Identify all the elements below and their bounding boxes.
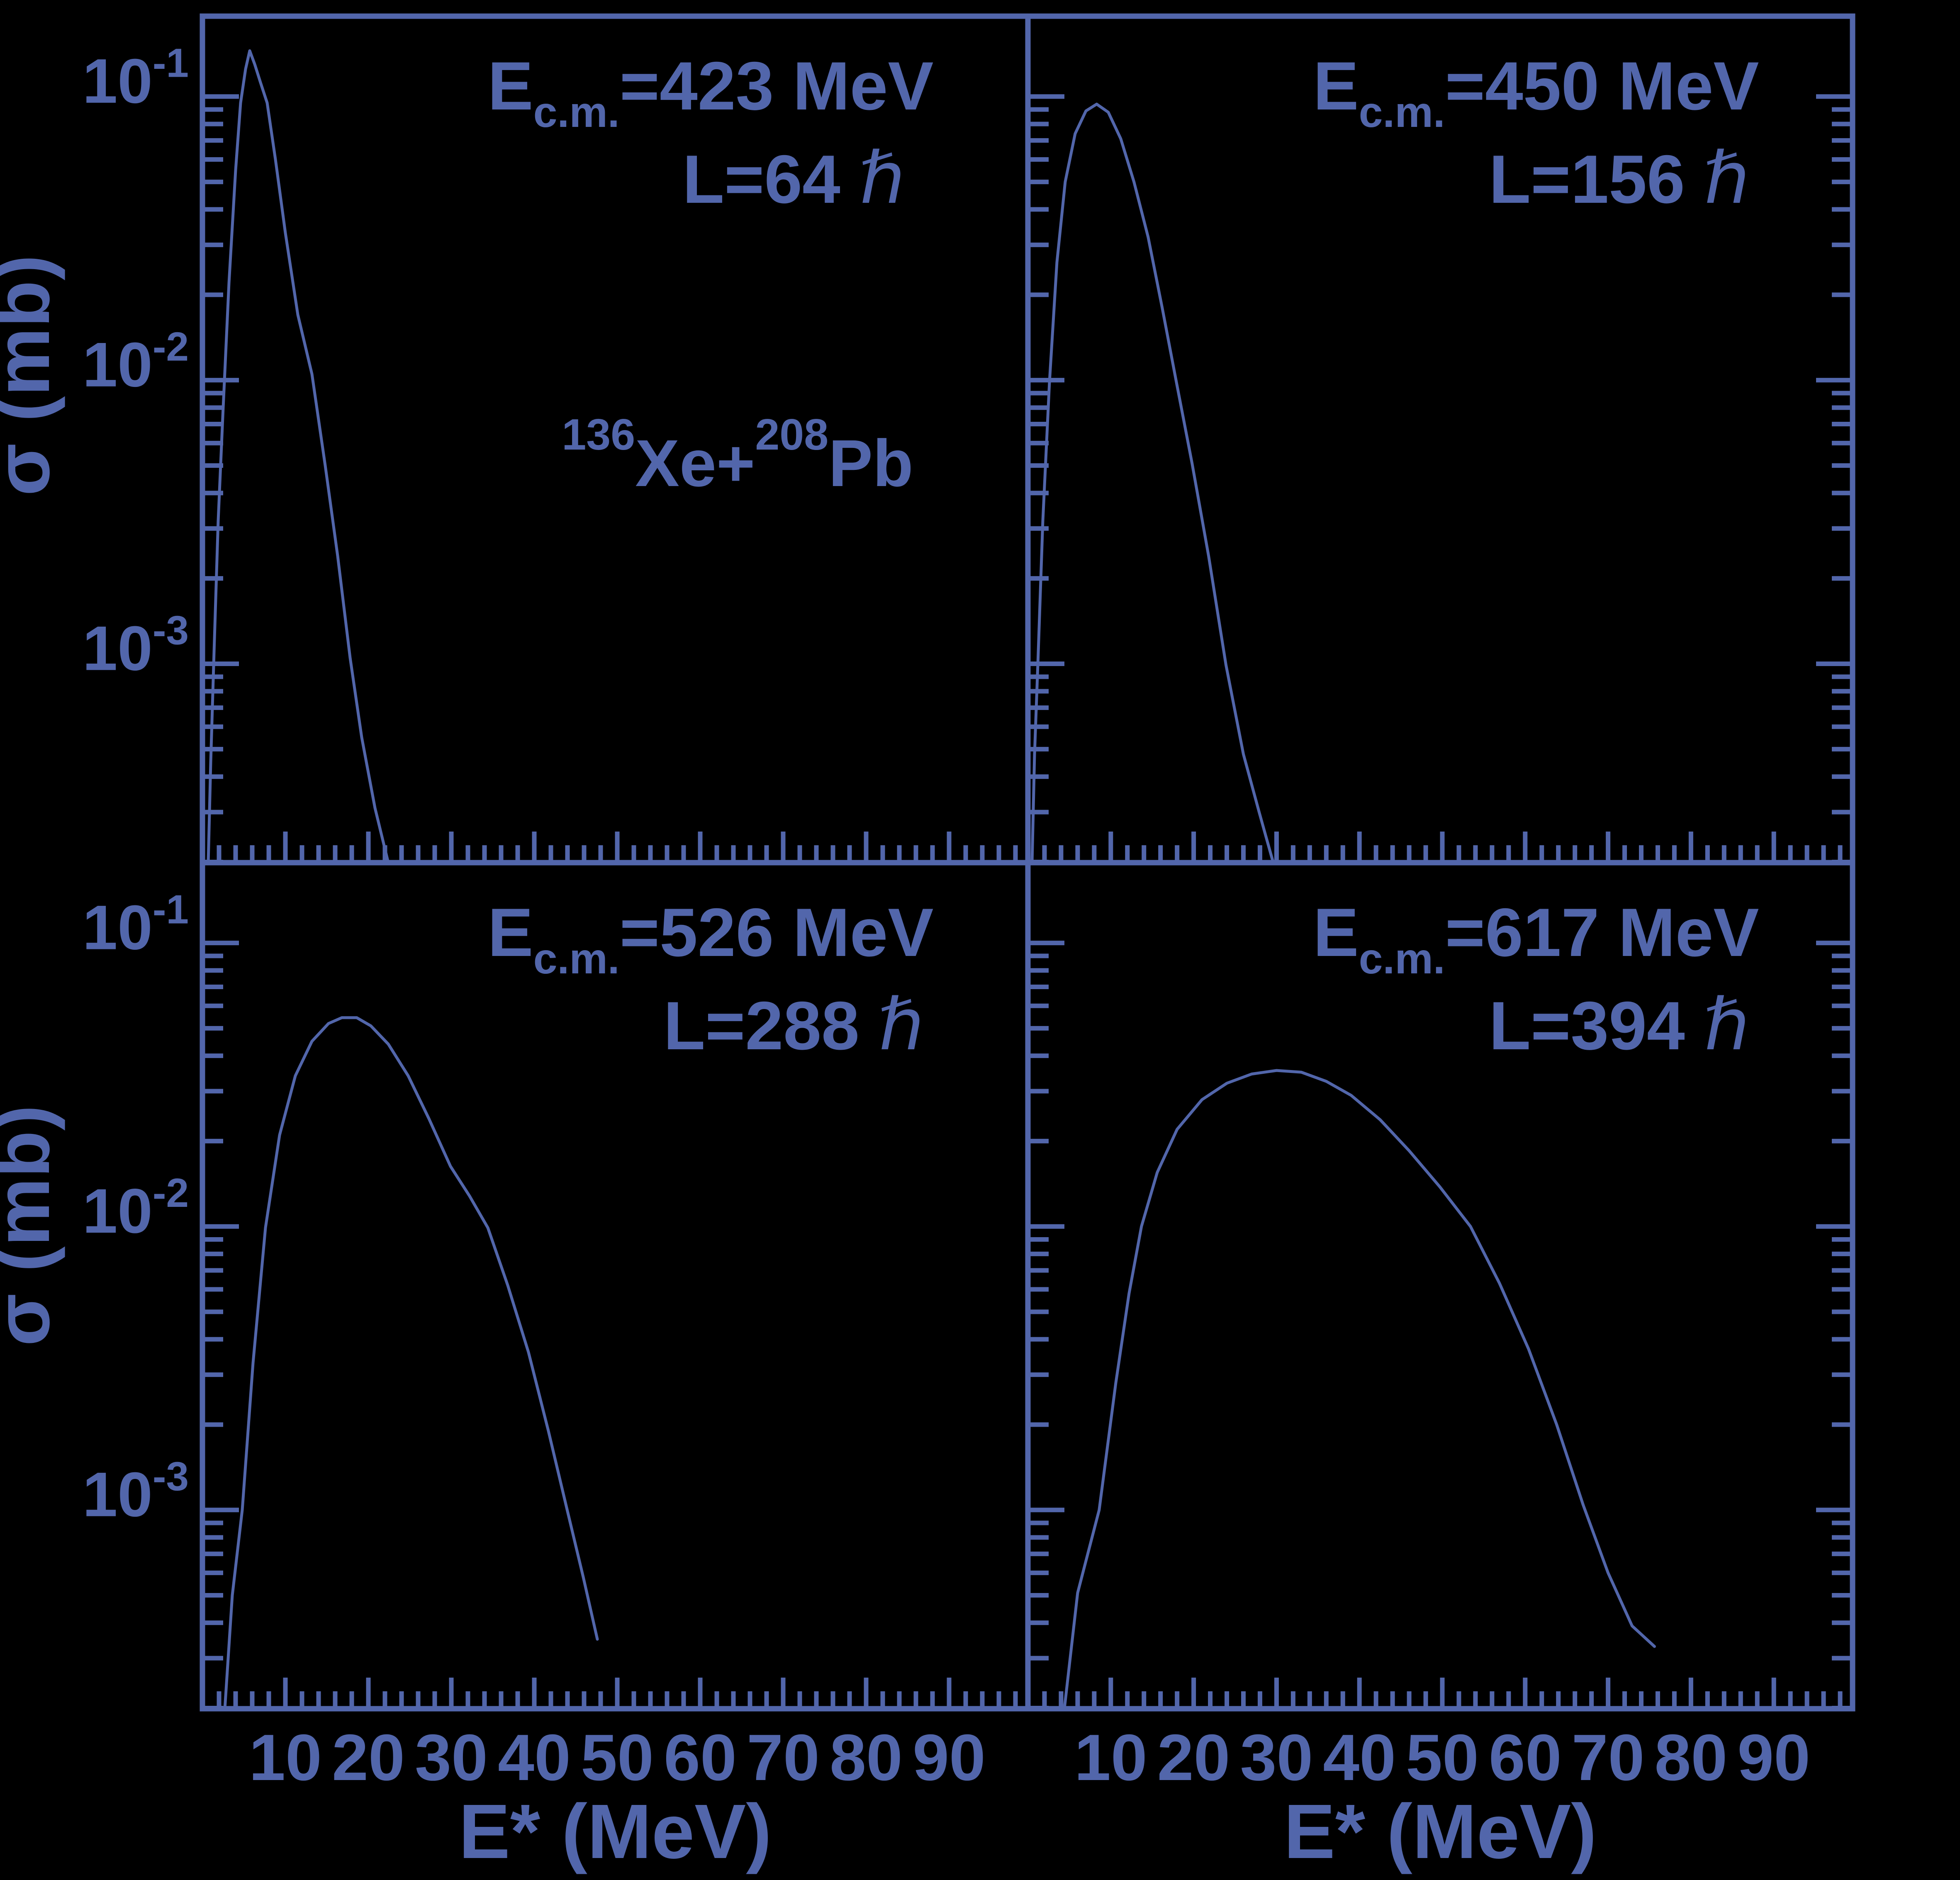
y-axis-title-top: σ (mb): [0, 255, 66, 496]
x-tick-label-40: 40: [498, 1721, 571, 1794]
y-axis-title-bottom: σ (mb): [0, 1105, 66, 1346]
x-tick-label-90: 90: [913, 1721, 986, 1794]
x-tick-label-60: 60: [1489, 1721, 1562, 1794]
x-tick-label-80: 80: [1655, 1721, 1728, 1794]
x-tick-label-30: 30: [1240, 1721, 1313, 1794]
reaction-label: 136Xe+208Pb: [562, 410, 913, 500]
panel-title-l-top-right: L=156 ℏ: [1489, 136, 1749, 220]
curve-top-left: [207, 49, 390, 864]
x-tick-label-90: 90: [1737, 1721, 1810, 1794]
x-tick-label-60: 60: [664, 1721, 737, 1794]
x-tick-label-30: 30: [415, 1721, 488, 1794]
panel-title-ecm-top-right: Ec.m.=450 MeV: [1313, 48, 1759, 136]
y-tick-label-10e-2: 10-2: [83, 324, 189, 400]
panel-title-l-bottom-right: L=394 ℏ: [1489, 983, 1749, 1066]
x-tick-label-20: 20: [1157, 1721, 1230, 1794]
x-tick-label-10: 10: [249, 1721, 322, 1794]
y-tick-label-10e-1: 10-1: [83, 40, 189, 117]
y-tick-label-10e-3: 10-3: [83, 1454, 189, 1530]
y-tick-label-10e-3: 10-3: [83, 608, 189, 684]
x-tick-label-80: 80: [830, 1721, 903, 1794]
curve-top-right: [1030, 102, 1275, 864]
panel-title-ecm-top-left: Ec.m.=423 MeV: [488, 48, 934, 136]
x-axis-title-left: E* (MeV): [459, 1789, 772, 1875]
x-tick-label-70: 70: [1572, 1721, 1645, 1794]
panel-title-ecm-bottom-left: Ec.m.=526 MeV: [488, 894, 934, 983]
curve-bottom-right: [1063, 1069, 1656, 1710]
x-tick-label-40: 40: [1323, 1721, 1396, 1794]
panel-title-l-bottom-left: L=288 ℏ: [663, 983, 923, 1066]
y-tick-label-10e-2: 10-2: [83, 1170, 189, 1246]
panel-title-l-top-left: L=64 ℏ: [682, 136, 905, 220]
x-tick-label-20: 20: [332, 1721, 405, 1794]
y-tick-label-10e-1: 10-1: [83, 887, 189, 963]
x-tick-label-10: 10: [1074, 1721, 1147, 1794]
x-tick-label-50: 50: [1406, 1721, 1479, 1794]
x-tick-label-70: 70: [747, 1721, 820, 1794]
panel-title-ecm-bottom-right: Ec.m.=617 MeV: [1313, 894, 1759, 983]
x-tick-label-50: 50: [581, 1721, 654, 1794]
curve-bottom-left: [223, 1016, 599, 1710]
x-axis-title-right: E* (MeV): [1284, 1789, 1597, 1875]
